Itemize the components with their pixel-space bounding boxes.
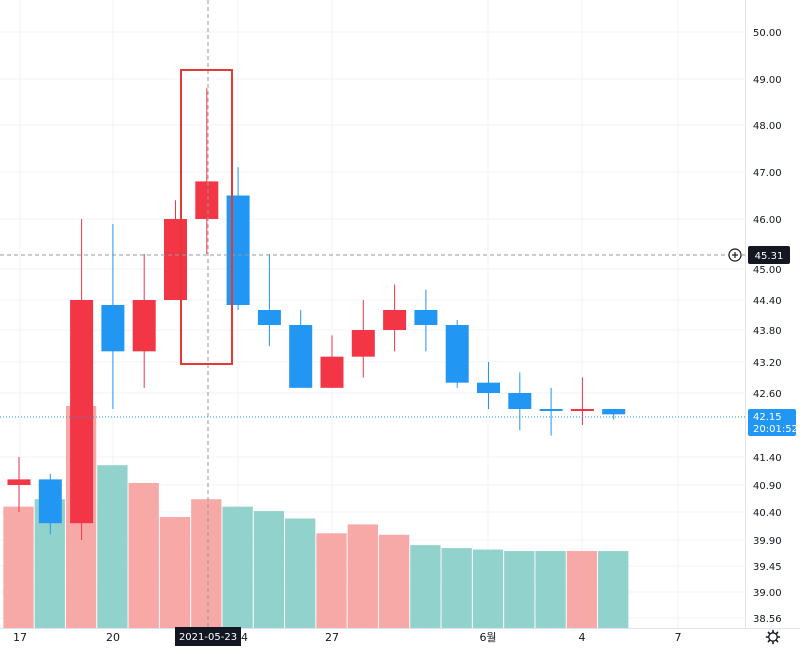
candle-body [38,479,62,524]
candle-body [101,305,125,352]
candle-body [257,310,281,325]
candle-body [7,479,31,485]
gear-icon[interactable] [765,629,781,645]
price-tick-label: 41.40 [753,453,782,464]
price-tick-label: 39.90 [753,536,782,547]
candle-body [570,409,594,411]
volume-bar [97,465,128,628]
price-tick-label: 43.20 [753,358,782,369]
candle-body [383,310,407,330]
time-tick-label: 27 [325,631,339,644]
volume-bars [3,406,629,628]
volume-bar [472,549,504,628]
candle-body [602,409,626,415]
candle-body [289,325,313,388]
price-tick-label: 42.60 [753,389,782,400]
price-tick-label: 49.00 [753,75,782,86]
candle-body [195,181,219,219]
candle-body [132,300,156,352]
price-tick-label: 39.45 [753,562,782,573]
price-tick-label: 46.00 [753,215,782,226]
highlight-rectangle [180,69,233,365]
price-tick-label: 38.56 [753,614,782,625]
time-tick-label: 6월 [479,631,496,644]
volume-bar [191,499,222,628]
last-price-text: 42.15 [753,412,782,423]
last-price-label: 42.15 20:01:52 [748,409,798,436]
price-tick-label: 40.90 [753,481,782,492]
crosshair-price-label: 45.31 [748,246,790,264]
volume-bar [159,517,191,628]
volume-bar [285,518,316,628]
crosshair-plus-icon[interactable] [728,248,742,262]
volume-bar [566,551,598,628]
volume-bar [410,545,441,628]
volume-bar [535,551,566,628]
candle-body [414,310,438,325]
volume-bar [598,551,629,628]
volume-bar [253,511,285,628]
time-tick-label: 7 [675,631,682,644]
candle-body [351,330,375,357]
time-tick-label: 20 [106,631,120,644]
candle-body [477,382,500,393]
candle-body [508,393,532,409]
price-tick-label: 44.40 [753,296,782,307]
candle-body [320,356,344,388]
volume-bar [3,506,34,628]
volume-bar [128,482,159,628]
price-tick-label: 48.00 [753,121,782,132]
price-tick-label: 40.40 [753,508,782,519]
price-axis-labels: 50.00 49.00 48.00 47.00 46.00 45.00 44.40 43.80… [753,28,782,625]
volume-bar [316,533,347,628]
volume-bar [504,551,535,628]
price-tick-label: 50.00 [753,28,782,39]
price-tick-label: 45.00 [753,265,782,276]
time-tick-label: 17 [13,631,27,644]
candle-body [445,325,469,383]
price-tick-label: 47.00 [753,168,782,179]
volume-bar [441,548,472,628]
candle-body [226,195,250,305]
price-tick-label: 43.80 [753,326,782,337]
candle-body [164,219,187,300]
volume-bar [347,524,378,628]
crosshair-date-text: 2021-05-23 [179,632,237,643]
time-tick-label: 4 [241,631,248,644]
candle-body [539,409,563,411]
price-tick-label: 39.00 [753,588,782,599]
volume-bar [378,534,410,628]
time-axis-labels: 17 20 6월 4 7 4 27 [13,631,682,644]
time-tick-label: 4 [579,631,586,644]
countdown-text: 20:01:52 [753,424,798,435]
volume-bar [222,506,253,628]
crosshair-date-label: 2021-05-23 [175,627,241,646]
crosshair-price-text: 45.31 [755,251,784,262]
candle-body [70,300,94,524]
